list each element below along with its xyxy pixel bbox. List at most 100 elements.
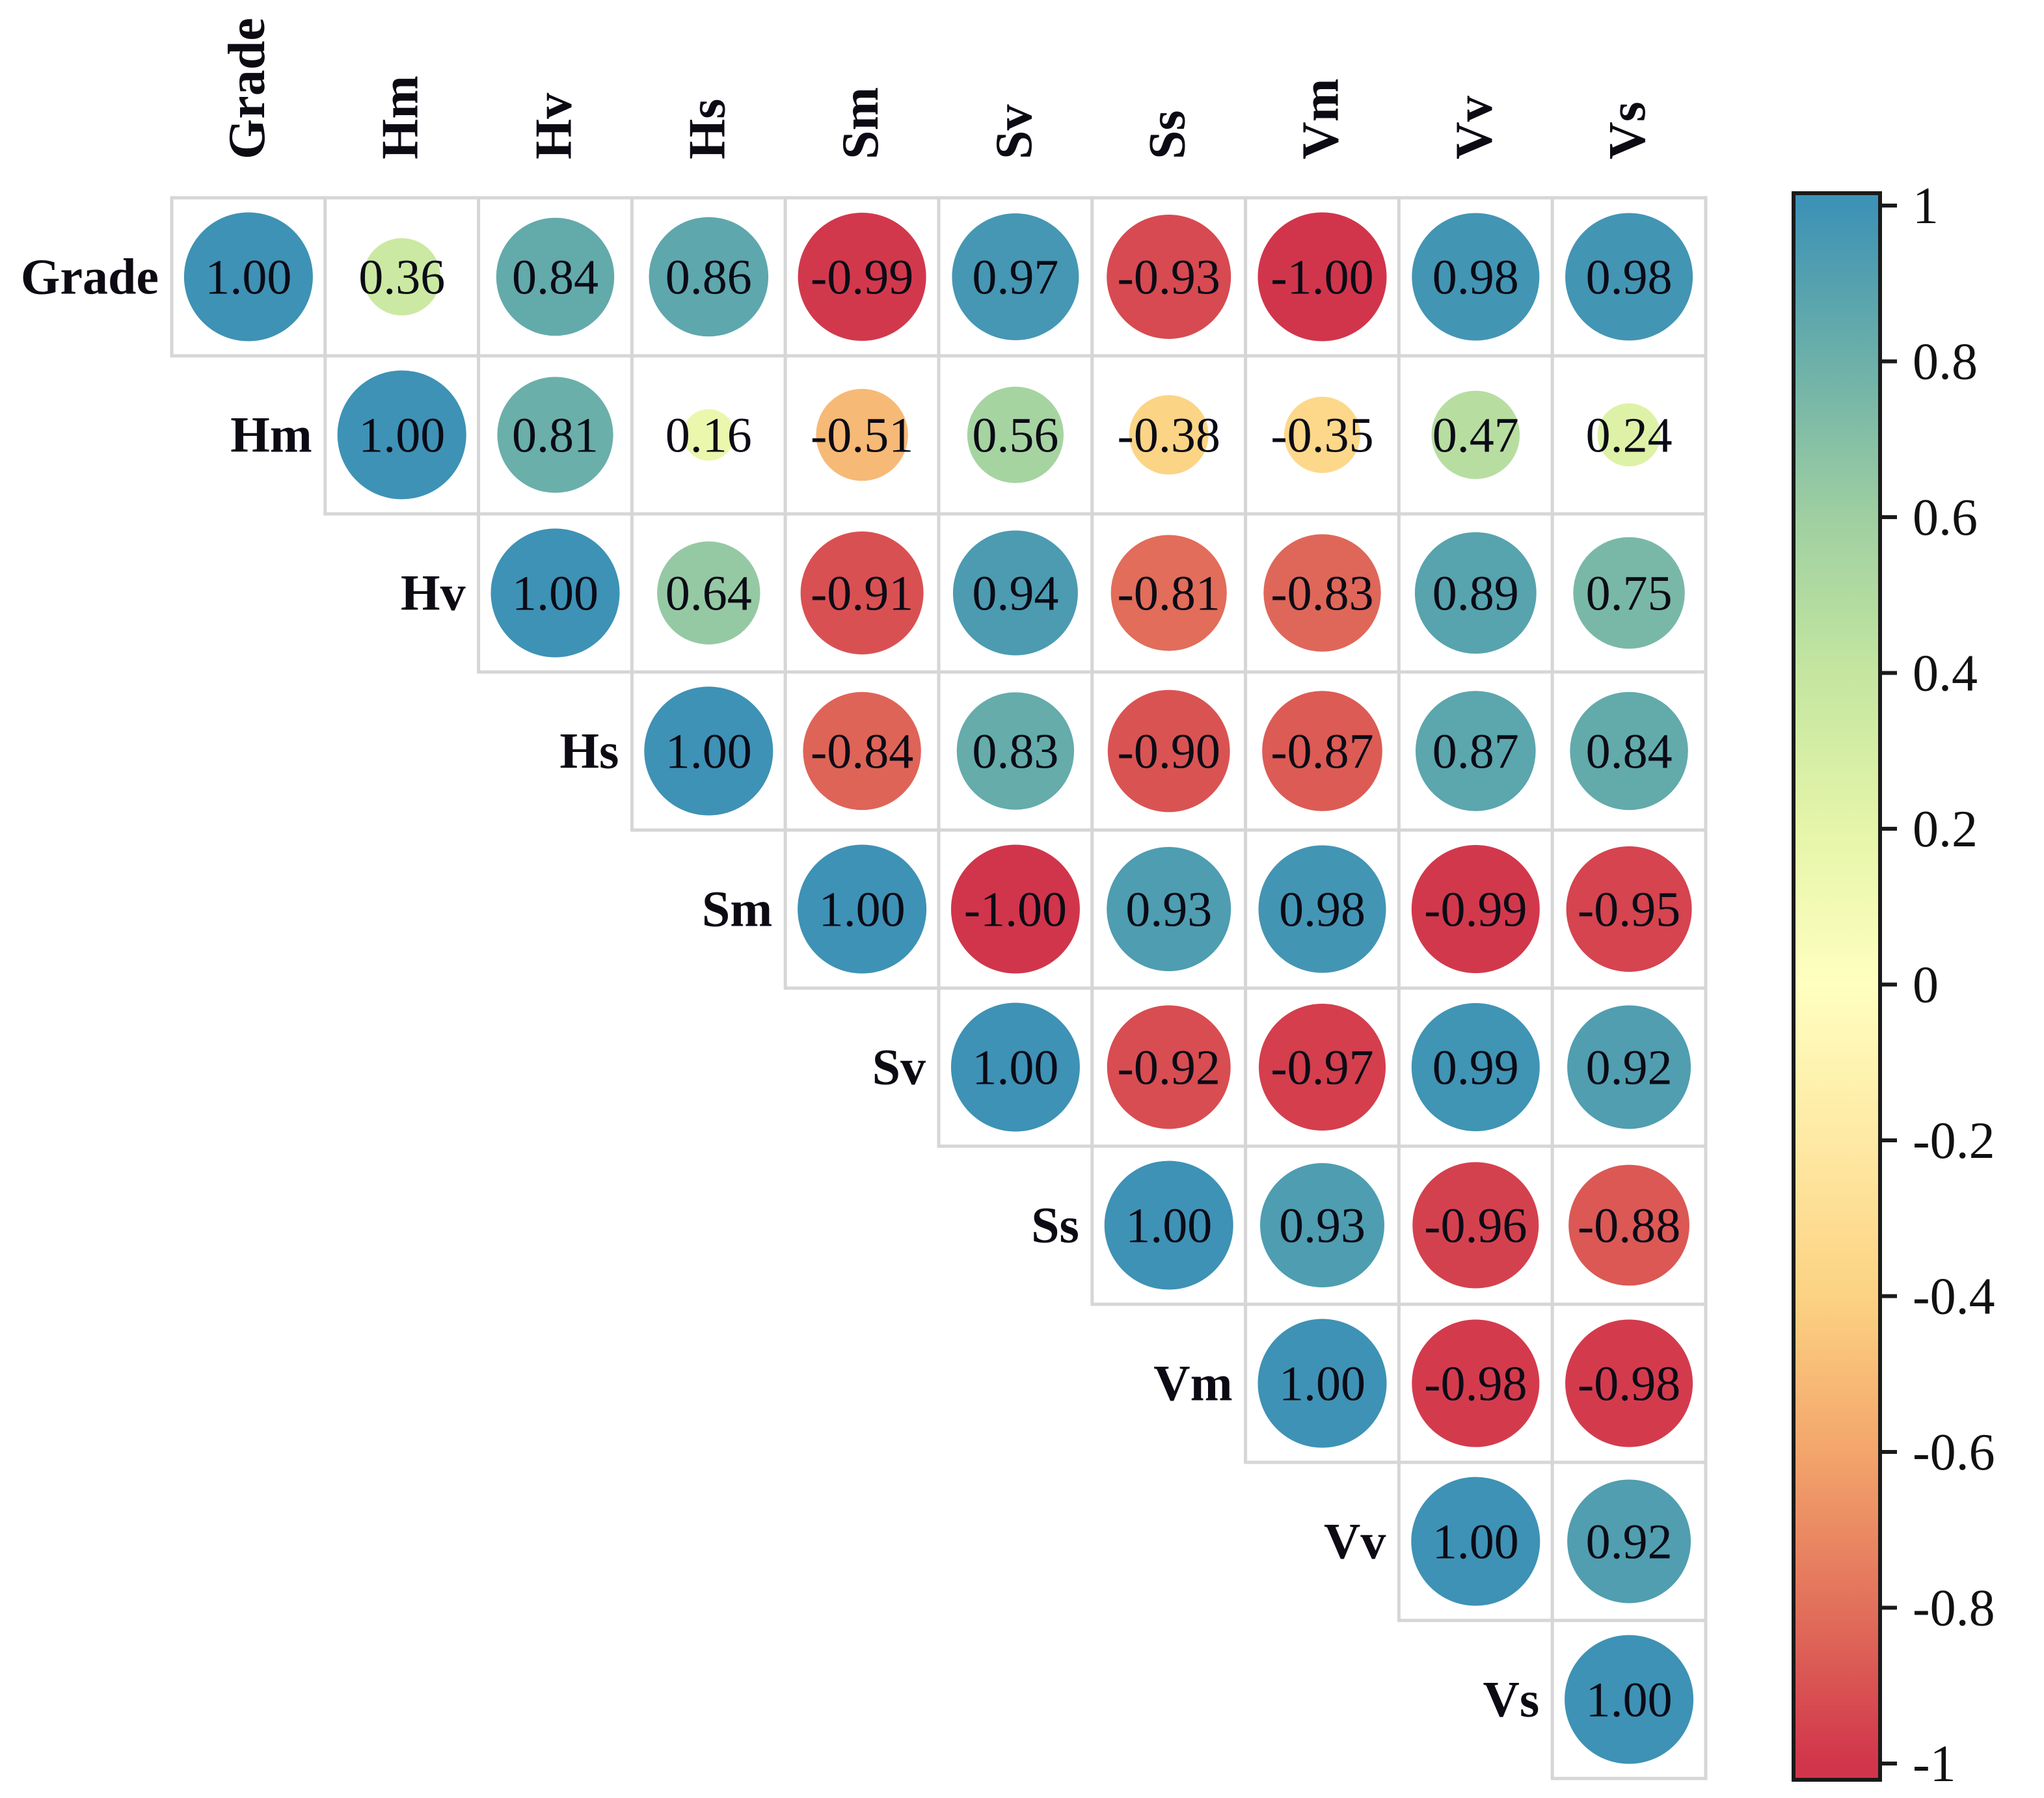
correlation-circle-Sv-Ss — [1107, 1005, 1231, 1129]
correlation-circle-Sv-Vv — [1411, 1002, 1540, 1132]
correlation-value-Hm-Ss: -0.38 — [1118, 409, 1220, 463]
column-label-Grade: Grade — [219, 18, 276, 159]
correlation-circle-Grade-Sm — [798, 212, 926, 342]
correlation-value-Grade-Sm: -0.99 — [811, 250, 913, 305]
column-label-Vm: Vm — [1293, 79, 1350, 159]
row-label-Ss: Ss — [1031, 1197, 1079, 1254]
correlation-value-Ss-Vs: -0.88 — [1578, 1199, 1680, 1254]
correlation-value-Grade-Hv: 0.84 — [512, 250, 598, 305]
correlation-circle-Hs-Vv — [1415, 691, 1536, 811]
correlation-circle-Ss-Vs — [1568, 1164, 1689, 1286]
correlation-value-labels: 1.00 0.36 0.84 0.86 -0.99 0.97 -0.93 -1.00 0.98 0… — [205, 250, 1680, 1728]
correlation-circle-Grade-Vv — [1412, 213, 1540, 341]
colorbar-tick-label: 0.4 — [1913, 645, 1978, 703]
correlation-circle-Sm-Sm — [798, 844, 927, 974]
column-label-Hm: Hm — [372, 75, 429, 159]
correlation-value-Sm-Vs: -0.95 — [1578, 883, 1680, 937]
column-label-Sv: Sv — [986, 105, 1043, 160]
correlation-value-Sv-Vs: 0.92 — [1586, 1041, 1673, 1095]
correlation-circle-Sv-Vs — [1567, 1005, 1691, 1129]
correlation-circles — [183, 212, 1694, 1764]
colorbar-tick-label: 0.2 — [1913, 801, 1978, 858]
correlation-circle-Grade-Ss — [1107, 215, 1231, 339]
correlation-value-Grade-Vs: 0.98 — [1586, 250, 1673, 305]
column-label-Ss: Ss — [1139, 110, 1196, 159]
correlation-value-Sm-Sv: -1.00 — [964, 883, 1067, 937]
row-label-Hv: Hv — [401, 565, 466, 621]
correlation-circle-Hm-Hm — [337, 370, 466, 500]
correlation-value-Hm-Hs: 0.16 — [666, 409, 752, 463]
correlation-circle-Grade-Vs — [1565, 213, 1693, 341]
matrix-cell-Hm-Sm — [783, 354, 941, 516]
correlation-value-Sm-Vm: 0.98 — [1279, 883, 1365, 937]
correlation-value-Sm-Vv: -0.99 — [1424, 883, 1527, 937]
correlation-circle-Hm-Vm — [1284, 396, 1361, 474]
correlation-value-Hv-Hs: 0.64 — [666, 567, 752, 621]
column-label-Hv: Hv — [526, 93, 583, 159]
correlation-value-Sv-Sv: 1.00 — [972, 1041, 1058, 1095]
correlation-value-Grade-Hs: 0.86 — [666, 250, 752, 305]
colorbar: 1 0.8 0.6 0.4 0.2 0 -0.2 -0.4 -0.6 -0.8 -1 — [1792, 178, 1995, 1793]
correlation-circle-Hv-Sm — [800, 531, 924, 654]
correlation-value-Hm-Vm: -0.35 — [1271, 409, 1373, 463]
correlation-circle-Vm-Vm — [1257, 1319, 1387, 1448]
colorbar-tick-label: 1 — [1913, 178, 1939, 235]
correlation-value-Sv-Vm: -0.97 — [1271, 1041, 1373, 1095]
correlation-circle-Hs-Vs — [1570, 691, 1688, 811]
correlation-circle-Vm-Vs — [1565, 1319, 1693, 1447]
row-label-Sv: Sv — [872, 1039, 926, 1095]
correlation-circle-Hs-Sm — [803, 691, 921, 811]
correlation-circle-Hm-Vs — [1597, 403, 1661, 466]
correlation-circle-Hs-Vm — [1262, 691, 1382, 811]
correlation-circle-Hs-Sv — [956, 692, 1075, 810]
correlation-circle-Hm-Hs — [682, 409, 734, 461]
correlation-circle-Hv-Sv — [952, 530, 1078, 656]
colorbar-gradient — [1792, 191, 1882, 1782]
correlation-value-Hv-Vs: 0.75 — [1586, 567, 1673, 621]
correlation-value-Hv-Ss: -0.81 — [1118, 567, 1220, 621]
colorbar-tick-label: -0.2 — [1913, 1112, 1995, 1170]
correlation-value-Grade-Grade: 1.00 — [205, 250, 291, 305]
correlation-circle-Hs-Ss — [1107, 690, 1230, 812]
correlation-value-Sm-Sm: 1.00 — [819, 883, 906, 937]
correlation-value-Vm-Vv: -0.98 — [1424, 1357, 1527, 1412]
correlation-value-Hv-Sv: 0.94 — [972, 567, 1058, 621]
correlation-circle-Vm-Vv — [1412, 1319, 1540, 1447]
colorbar-tick-label: 0.6 — [1913, 489, 1978, 546]
correlation-circle-Hm-Ss — [1129, 395, 1209, 475]
correlation-value-Ss-Vm: 0.93 — [1279, 1199, 1365, 1254]
colorbar-tick-label: -1 — [1913, 1736, 1956, 1793]
correlation-value-Hv-Vm: -0.83 — [1271, 567, 1373, 621]
correlation-circle-Hv-Vv — [1414, 532, 1537, 654]
correlation-value-Hs-Vs: 0.84 — [1586, 725, 1673, 779]
correlation-circle-Sm-Vv — [1411, 844, 1540, 974]
correlation-value-Grade-Vm: -1.00 — [1271, 250, 1373, 305]
correlation-value-Sm-Ss: 0.93 — [1125, 883, 1212, 937]
correlation-circle-Hm-Sm — [816, 388, 908, 481]
correlation-value-Hv-Sm: -0.91 — [811, 567, 913, 621]
correlation-circle-Hm-Sv — [967, 386, 1064, 483]
correlation-value-Hm-Sv: 0.56 — [972, 409, 1058, 463]
colorbar-tick-label: -0.8 — [1913, 1580, 1995, 1637]
column-label-Vs: Vs — [1599, 101, 1656, 159]
colorbar-tick-label: 0.8 — [1913, 334, 1978, 391]
correlation-value-Hm-Sm: -0.51 — [811, 409, 913, 463]
colorbar-tick-label: -0.6 — [1913, 1424, 1995, 1481]
row-label-Vm: Vm — [1153, 1355, 1232, 1412]
correlation-circle-Hm-Vv — [1431, 390, 1520, 479]
column-label-Sm: Sm — [832, 87, 889, 159]
correlation-circle-Hs-Hs — [644, 686, 773, 816]
correlation-value-Grade-Hm: 0.36 — [358, 250, 445, 305]
colorbar-tick-label: 0 — [1913, 957, 1939, 1014]
row-label-Hm: Hm — [230, 407, 312, 463]
correlation-circle-Grade-Sv — [952, 213, 1079, 341]
correlation-circle-Sm-Sv — [950, 844, 1080, 974]
correlation-value-Vs-Vs: 1.00 — [1586, 1673, 1673, 1728]
correlation-circle-Grade-Hv — [496, 217, 615, 336]
correlation-value-Vm-Vs: -0.98 — [1578, 1357, 1680, 1412]
correlation-circle-Hv-Vs — [1573, 537, 1685, 649]
correlation-circle-Hv-Vm — [1263, 534, 1381, 652]
correlation-value-Hs-Sm: -0.84 — [811, 725, 913, 779]
correlation-circle-Vs-Vs — [1565, 1635, 1694, 1764]
